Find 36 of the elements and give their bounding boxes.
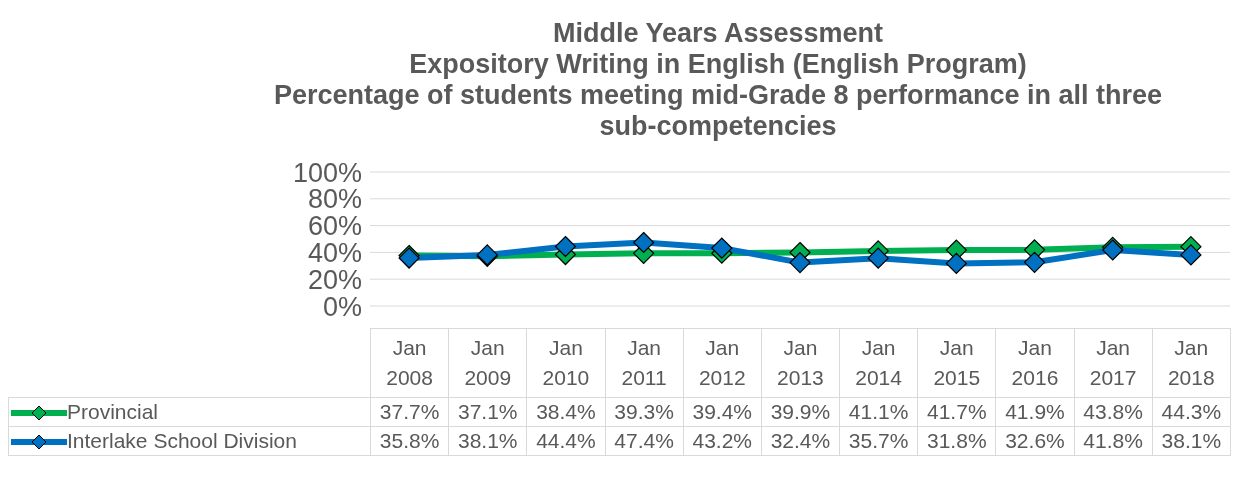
data-label: 43.8%: [1074, 397, 1153, 427]
chart-title: Middle Years Assessment Expository Writing in English (English Program) Percentage of students meeting mid-Grade 8 performance in all three sub-competencies: [272, 18, 1164, 142]
data-label: 37.7%: [370, 397, 449, 427]
data-label: 39.9%: [761, 397, 840, 427]
x-tick-label: Jan 2016: [1011, 335, 1059, 391]
data-label: 38.1%: [448, 426, 527, 456]
x-tick-label: Jan 2015: [933, 335, 981, 391]
data-label: 31.8%: [917, 426, 996, 456]
data-label: 35.8%: [370, 426, 449, 456]
x-tick-label: Jan 2009: [464, 335, 512, 391]
data-label: 41.9%: [995, 397, 1075, 427]
x-tick-label: Jan 2014: [855, 335, 902, 391]
x-tick-label: Jan 2017: [1089, 335, 1137, 391]
x-tick-label: Jan 2010: [542, 335, 590, 391]
data-label: 38.1%: [1152, 426, 1231, 456]
data-label: 37.1%: [448, 397, 527, 427]
data-label: 39.4%: [683, 397, 762, 427]
data-label: 35.7%: [839, 426, 918, 456]
data-label: 41.1%: [839, 397, 918, 427]
x-tick-label: Jan 2013: [777, 335, 824, 391]
data-label: 43.2%: [683, 426, 762, 456]
data-label: 41.7%: [917, 397, 996, 427]
legend-label: Interlake School Division: [67, 429, 297, 452]
data-label: 44.3%: [1152, 397, 1231, 427]
x-tick-label: Jan 2008: [386, 335, 433, 391]
x-tick-label: Jan 2018: [1167, 335, 1215, 391]
data-label: 38.4%: [526, 397, 606, 427]
data-label: 47.4%: [605, 426, 684, 456]
data-label: 32.4%: [761, 426, 840, 456]
x-tick-label: Jan 2012: [698, 335, 746, 391]
data-label: 39.3%: [605, 397, 684, 427]
data-label: 44.4%: [526, 426, 606, 456]
data-label: 41.8%: [1074, 426, 1153, 456]
x-tick-label: Jan 2011: [621, 335, 667, 391]
data-label: 32.6%: [995, 426, 1075, 456]
legend-label: Provincial: [67, 400, 159, 423]
